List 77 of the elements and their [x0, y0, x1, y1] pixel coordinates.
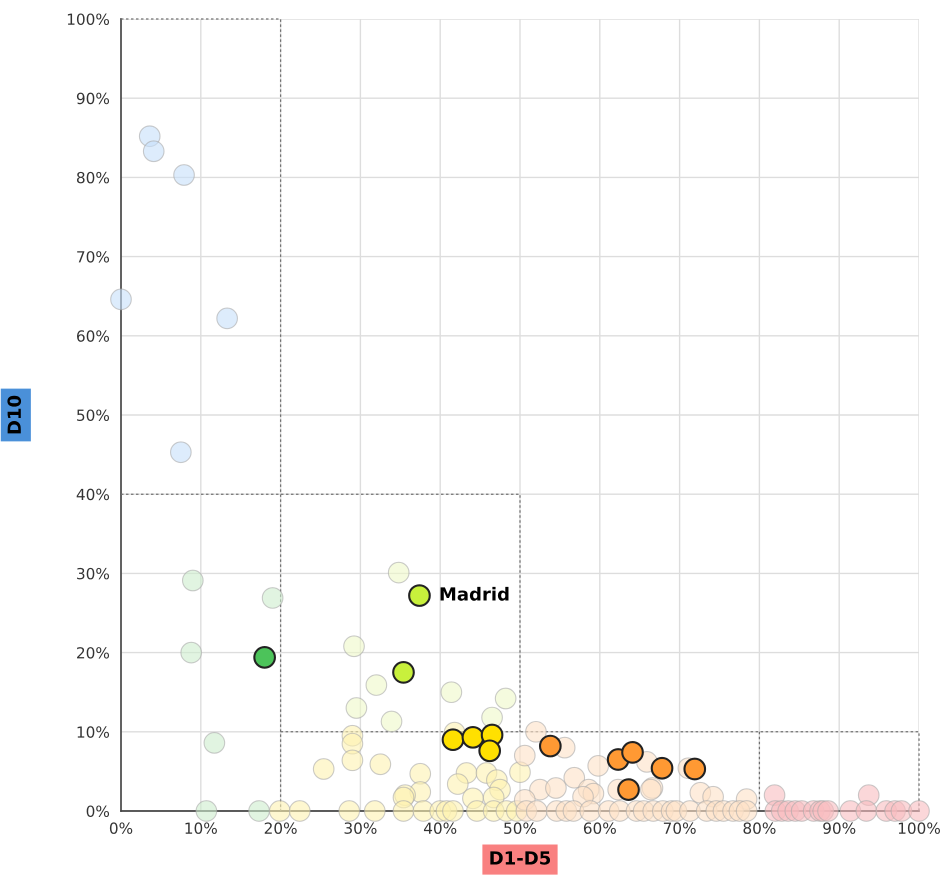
point — [442, 728, 464, 752]
point — [683, 758, 706, 780]
point — [142, 140, 165, 162]
point — [338, 800, 360, 822]
point — [442, 800, 464, 822]
point — [494, 688, 516, 710]
x-tick-label: 70% — [664, 822, 696, 834]
point — [908, 800, 930, 822]
point — [110, 288, 132, 310]
x-tick-label: 90% — [823, 822, 856, 834]
point — [650, 756, 674, 780]
x-tick-label: 30% — [344, 822, 377, 834]
point — [855, 800, 878, 822]
x-tick-label: 20% — [264, 822, 297, 834]
point — [204, 732, 226, 754]
y-tick-label: 100% — [68, 13, 110, 26]
point — [525, 720, 547, 743]
x-tick-label: 100% — [898, 822, 940, 834]
point — [408, 584, 431, 607]
point — [579, 800, 602, 822]
point — [288, 800, 311, 822]
point — [478, 739, 502, 762]
y-tick-label: 40% — [76, 488, 110, 500]
point — [180, 642, 202, 664]
y-tick-label: 60% — [77, 330, 110, 342]
point — [736, 800, 758, 822]
point — [342, 749, 364, 772]
point — [392, 661, 415, 684]
y-tick-label: 20% — [77, 647, 110, 659]
series-label: Madrid — [440, 586, 508, 601]
x-tick-label: 50% — [504, 822, 536, 834]
point — [369, 753, 392, 776]
point — [380, 710, 402, 732]
point — [196, 800, 218, 822]
point — [346, 697, 368, 719]
x-tick-label: 0% — [110, 822, 132, 834]
point — [216, 308, 238, 330]
point — [587, 755, 610, 777]
point — [253, 646, 276, 669]
point — [538, 734, 562, 758]
point — [366, 674, 388, 696]
point — [262, 587, 284, 609]
x-tick-label: 10% — [186, 822, 217, 834]
x-tick-label: 80% — [743, 822, 776, 834]
point — [182, 570, 204, 592]
x-tick-label: 40% — [424, 822, 456, 834]
point — [343, 635, 365, 658]
point — [409, 762, 432, 785]
point — [364, 800, 386, 822]
point — [173, 164, 195, 186]
point — [617, 778, 640, 801]
y-tick-label: 30% — [77, 568, 110, 580]
point — [563, 766, 586, 789]
y-tick-label: 70% — [77, 251, 110, 263]
y-tick-label: 50% — [77, 409, 110, 422]
y-tick-label: 90% — [76, 92, 110, 104]
point — [817, 800, 839, 822]
point — [312, 758, 335, 780]
point — [526, 800, 548, 822]
x-tick-label: 60% — [584, 822, 616, 834]
point — [392, 800, 414, 822]
y-tick-label: 10% — [78, 726, 110, 738]
y-axis-title: D10 — [7, 396, 22, 434]
point — [248, 800, 270, 822]
y-tick-label: 0% — [86, 805, 110, 818]
point — [446, 773, 469, 795]
point — [621, 741, 644, 764]
point — [388, 562, 410, 584]
point — [514, 744, 536, 766]
point — [268, 800, 291, 822]
y-tick-label: 80% — [76, 172, 110, 184]
point — [170, 441, 192, 464]
point — [462, 726, 484, 749]
x-axis-title: D1-D5 — [490, 851, 550, 865]
point — [440, 681, 462, 704]
point — [890, 800, 912, 822]
point — [545, 777, 567, 799]
